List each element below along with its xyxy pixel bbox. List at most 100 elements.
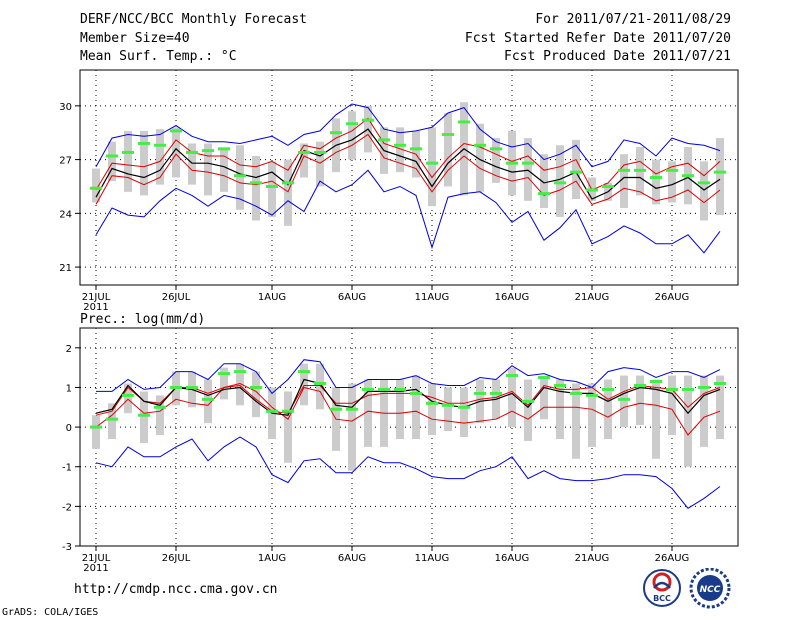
chart-0-median-marker xyxy=(682,174,694,178)
chart-0-median-marker xyxy=(378,138,390,142)
chart-1-max-line xyxy=(95,436,721,509)
chart-0-median-marker xyxy=(666,168,678,172)
chart-1-min-line xyxy=(96,359,721,395)
chart-1-median-marker xyxy=(90,425,102,429)
chart-1-median-marker xyxy=(666,387,678,391)
chart-0-ensemble-box xyxy=(252,156,260,221)
chart-0-ensemble-box xyxy=(220,148,228,192)
chart-1-ensemble-box xyxy=(300,363,308,406)
chart-0-median-marker xyxy=(634,168,646,172)
chart-0-median-marker xyxy=(426,161,438,165)
chart-1-y-tick-label: 1 xyxy=(66,383,72,394)
chart-0-median-marker xyxy=(266,184,278,188)
ncc-logo-text: NCC xyxy=(700,585,721,595)
chart-1-ensemble-box xyxy=(428,383,436,436)
chart-1-median-marker xyxy=(186,385,198,389)
chart-0-ensemble-box xyxy=(428,127,436,207)
chart-0-y-tick-label: 24 xyxy=(59,209,72,220)
chart-1-median-marker xyxy=(138,413,150,417)
chart-1-spread-upper-line xyxy=(95,384,721,416)
chart-0-y-tick-label: 27 xyxy=(59,156,72,167)
chart-0-median-marker xyxy=(154,143,166,147)
chart-0-median-marker xyxy=(490,147,502,151)
chart-1-median-marker xyxy=(170,385,182,389)
chart-0-median-marker xyxy=(282,181,294,185)
chart-1-x-tick-label: 21JUL xyxy=(82,553,111,564)
chart-0-median-marker xyxy=(90,186,102,190)
chart-0-median-marker xyxy=(106,154,118,158)
chart-1-median-marker xyxy=(474,391,486,395)
chart-1-ensemble-box xyxy=(92,415,100,449)
chart-1-y-tick-label: -1 xyxy=(62,463,72,474)
chart-0-median-marker xyxy=(138,141,150,145)
chart-0-median-marker xyxy=(362,118,374,122)
chart-1-median-marker xyxy=(362,387,374,391)
chart-1-ensemble-box xyxy=(524,379,532,441)
chart-1-year-label: 2011 xyxy=(83,563,108,574)
chart-1-ensemble-box xyxy=(156,395,164,436)
chart-1-median-marker xyxy=(218,372,230,376)
chart-0-median-marker xyxy=(698,181,710,185)
chart-0-ensemble-box xyxy=(540,154,548,208)
chart-0-median-marker xyxy=(250,181,262,185)
chart-0-median-marker xyxy=(618,168,630,172)
chart-0-median-marker xyxy=(202,149,214,153)
chart-1-ensemble-box xyxy=(108,403,116,439)
chart-1-y-tick-label: 0 xyxy=(66,423,72,434)
chart-0-x-tick-label: 26JUL xyxy=(162,292,191,303)
chart-1-x-tick-label: 6AUG xyxy=(338,553,366,564)
chart-0-median-marker xyxy=(650,176,662,179)
chart-1-median-marker xyxy=(490,391,502,395)
chart-0-y-tick-label: 30 xyxy=(59,102,72,113)
chart-0-spread-lower-line xyxy=(95,133,721,205)
chart-0-frame xyxy=(79,69,739,286)
chart-0-ensemble-box xyxy=(668,161,676,203)
chart-0-x-tick-label: 21AUG xyxy=(575,292,610,303)
chart-1-ensemble-box xyxy=(220,367,228,400)
chart-1-x-tick-label: 16AUG xyxy=(495,553,530,564)
chart-1-ensemble-box xyxy=(140,391,148,443)
chart-1-median-marker xyxy=(266,409,278,413)
chart-0-ensemble-box xyxy=(124,130,132,192)
chart-1-median-marker xyxy=(458,405,470,409)
chart-1-ensemble-box xyxy=(124,383,132,414)
precipitation-panel-label: Prec.: log(mm/d) xyxy=(80,312,206,327)
chart-1-ensemble-box xyxy=(364,379,372,447)
chart-0-median-marker xyxy=(522,161,534,165)
chart-0-median-marker xyxy=(602,184,614,188)
chart-1-median-marker xyxy=(298,370,310,374)
chart-0-x-tick-label: 21JUL xyxy=(82,292,111,303)
chart-0-ensemble-box xyxy=(204,143,212,196)
chart-1-median-marker xyxy=(586,393,598,397)
chart-0-ensemble-box xyxy=(700,161,708,221)
chart-0-ensemble-box xyxy=(236,145,244,210)
member-size-label: Member Size=40 xyxy=(80,31,190,46)
chart-1-ensemble-box xyxy=(700,375,708,447)
chart-1-ensemble-box xyxy=(652,379,660,459)
chart-1-median-marker xyxy=(634,383,646,387)
chart-1-median-marker xyxy=(154,405,166,409)
chart-1-ensemble-box xyxy=(412,375,420,439)
organization-logos: BCC NCC xyxy=(643,568,731,609)
chart-0-ensemble-box xyxy=(140,130,148,196)
chart-0-ensemble-box xyxy=(108,141,116,182)
chart-1-median-marker xyxy=(378,387,390,391)
chart-0-median-marker xyxy=(586,188,598,192)
chart-1-ensemble-box xyxy=(620,375,628,428)
chart-0-ensemble-box xyxy=(92,168,100,203)
chart-1-frame xyxy=(79,327,739,547)
chart-0-median-marker xyxy=(714,170,726,174)
chart-1-y-tick-label: -3 xyxy=(62,542,72,553)
chart-1-median-marker xyxy=(602,387,614,391)
chart-1-median-marker xyxy=(234,370,246,374)
chart-1-ensemble-box xyxy=(588,383,596,447)
chart-1-median-marker xyxy=(202,397,214,401)
chart-1-median-marker xyxy=(538,376,550,380)
chart-1-ensemble-box xyxy=(316,363,324,410)
chart-0-x-tick-label: 11AUG xyxy=(415,292,450,303)
chart-1-median-marker xyxy=(330,407,342,411)
chart-1-median-marker xyxy=(282,409,294,413)
chart-1-ensemble-box xyxy=(604,379,612,439)
chart-0-ensemble-box xyxy=(156,129,164,185)
